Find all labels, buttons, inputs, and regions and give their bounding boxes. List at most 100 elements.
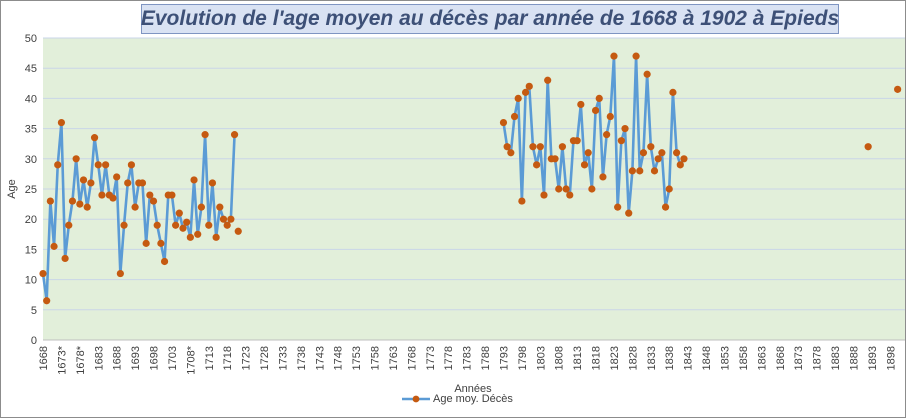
data-point-1829 [632,52,640,60]
data-point-1841 [676,161,684,169]
data-point-1827 [625,209,633,217]
data-point-1679 [79,176,88,184]
data-point-1799 [521,88,530,96]
x-tick-label-1898: 1898 [885,346,897,370]
data-point-1712 [201,131,209,139]
data-point-1680 [83,203,91,211]
data-point-1804 [540,191,548,199]
data-point-1800 [525,82,533,90]
data-point-1836 [658,149,666,157]
data-point-1718 [223,221,231,229]
y-tick-label-0: 0 [31,335,37,347]
data-point-1720 [230,131,239,139]
x-tick-label-1838: 1838 [664,346,676,370]
data-point-1798 [518,197,526,205]
data-point-1682 [90,134,99,142]
x-tick-label-1893: 1893 [867,346,879,370]
data-point-1685 [102,161,110,169]
data-point-1711 [197,203,205,211]
data-point-1794 [503,143,511,151]
data-point-1837 [661,203,670,211]
data-point-1818 [591,106,600,115]
x-tick-label-1868: 1868 [775,346,787,370]
x-tick-label-1733: 1733 [277,346,289,370]
data-point-1714 [208,179,217,187]
data-point-1673 [57,118,66,127]
chart-title: Evolution de l'age moyen au décès par an… [140,7,840,30]
data-point-1842 [680,155,688,163]
x-tick-label-1668: 1668 [38,346,50,370]
data-point-1693 [131,203,139,211]
data-point-1716 [216,203,224,211]
data-point-1825 [617,137,625,145]
x-tick-label-1828: 1828 [627,346,639,370]
data-point-1704 [172,221,180,229]
y-tick-label-20: 20 [25,214,37,226]
x-tick-label-1698: 1698 [149,346,161,370]
x-tick-label-1678: 1678* [75,345,87,374]
x-tick-label-1723: 1723 [241,346,253,370]
x-tick-label-1848: 1848 [701,346,713,370]
data-point-1671 [50,242,58,250]
data-point-1684 [98,191,106,199]
y-tick-label-10: 10 [25,275,37,287]
data-point-1689 [116,269,124,278]
data-point-1826 [621,125,629,133]
x-tick-label-1878: 1878 [812,346,824,370]
x-tick-label-1803: 1803 [535,346,547,370]
data-point-1808 [555,185,563,193]
chart-title-box: Evolution de l'age moyen au décès par an… [141,4,839,34]
data-point-1691 [124,179,132,187]
x-tick-label-1778: 1778 [443,346,455,370]
data-point-1815 [580,161,589,169]
data-point-1695 [138,179,147,187]
x-tick-label-1808: 1808 [554,346,566,370]
x-tick-label-1753: 1753 [351,346,363,370]
x-tick-label-1718: 1718 [222,346,234,370]
x-tick-label-1763: 1763 [388,346,400,370]
gridlines [43,37,905,341]
data-point-1681 [87,179,95,187]
data-point-1802 [533,161,541,169]
data-point-1690 [120,221,128,229]
data-point-1706 [179,224,187,232]
x-tick-label-1673: 1673* [56,345,68,374]
data-point-1809 [558,143,567,151]
y-tick-label-25: 25 [25,184,37,196]
x-tick-label-1728: 1728 [259,346,271,370]
x-tick-label-1833: 1833 [646,346,658,370]
data-point-1675 [65,221,73,229]
x-tick-label-1743: 1743 [314,346,326,370]
data-point-1672 [54,161,62,169]
data-point-1840 [673,149,681,157]
data-point-1817 [588,185,596,193]
y-axis-title: Age [6,179,18,199]
legend-line-marker-icon [402,395,430,403]
x-tick-label-1683: 1683 [93,346,105,370]
data-point-1828 [628,167,637,175]
data-point-1823 [610,52,618,60]
data-point-1677 [72,155,80,163]
data-point-1668 [39,269,47,278]
y-tick-label-40: 40 [25,93,37,105]
data-point-1832 [643,70,651,78]
data-point-1813 [573,137,581,145]
x-tick-label-1818: 1818 [591,346,603,370]
y-axis: 0 5 10 15 20 25 30 35 40 45 50 [25,33,37,347]
x-tick-label-1788: 1788 [480,346,492,370]
data-point-1822 [606,112,614,121]
data-point-1713 [205,221,213,229]
x-tick-label-1773: 1773 [425,346,437,370]
x-tick-label-1798: 1798 [517,346,529,370]
data-point-1698 [149,197,158,205]
x-tick-label-1688: 1688 [112,346,124,370]
data-point-1701 [160,257,169,266]
x-tick-label-1843: 1843 [683,346,695,370]
data-point-1892 [864,143,872,151]
data-point-1708 [186,233,194,241]
data-point-1683 [94,161,102,169]
data-point-1687 [109,194,117,202]
data-point-1801 [529,143,537,151]
data-point-1678 [76,200,84,208]
x-tick-label-1888: 1888 [848,346,860,370]
